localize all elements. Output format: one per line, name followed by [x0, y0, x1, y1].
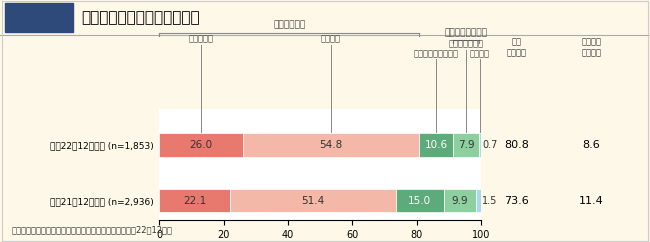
Text: 8.6: 8.6 [582, 140, 601, 150]
Text: 54.8: 54.8 [319, 140, 343, 150]
Bar [396, 189, 444, 212]
Bar [159, 133, 243, 157]
Text: 7.9: 7.9 [458, 140, 474, 150]
Text: あまり良くない: あまり良くない [448, 39, 484, 48]
Text: 良くない（小計）: 良くない（小計） [445, 28, 488, 37]
Bar [159, 189, 230, 212]
Text: 図表-26: 図表-26 [22, 13, 56, 23]
Text: まあ良い: まあ良い [321, 35, 341, 44]
Bar [419, 133, 453, 157]
Bar [243, 133, 419, 157]
Bar [444, 189, 476, 212]
Text: 資料：内閣府「食育の現状と意識に関する調査」（平成22年12月）: 資料：内閣府「食育の現状と意識に関する調査」（平成22年12月） [12, 226, 173, 235]
Text: 22.1: 22.1 [183, 196, 207, 206]
Text: 10.6: 10.6 [424, 140, 448, 150]
Text: 良くない: 良くない [470, 49, 490, 58]
Text: どちらともいえない: どちらともいえない [414, 49, 459, 58]
Text: とても良い: とても良い [188, 35, 214, 44]
FancyBboxPatch shape [5, 3, 73, 32]
Text: 15.0: 15.0 [408, 196, 432, 206]
Text: 0.7: 0.7 [482, 140, 498, 150]
Text: 11.4: 11.4 [579, 196, 604, 206]
Text: 良い（小計）: 良い（小計） [273, 21, 306, 30]
Bar [453, 133, 479, 157]
Text: 良くない
（小計）: 良くない （小計） [582, 38, 601, 57]
Text: 51.4: 51.4 [302, 196, 324, 206]
Text: 自分の健康状態に対する認識: 自分の健康状態に対する認識 [81, 10, 200, 25]
Text: 1.5: 1.5 [482, 196, 498, 206]
Text: 73.6: 73.6 [504, 196, 529, 206]
Text: 80.8: 80.8 [504, 140, 529, 150]
Bar [230, 189, 396, 212]
Bar [476, 189, 481, 212]
Text: 良い
（小計）: 良い （小計） [507, 38, 526, 57]
X-axis label: (%): (%) [312, 241, 328, 242]
Bar [479, 133, 481, 157]
Text: 9.9: 9.9 [452, 196, 468, 206]
Text: 26.0: 26.0 [190, 140, 213, 150]
